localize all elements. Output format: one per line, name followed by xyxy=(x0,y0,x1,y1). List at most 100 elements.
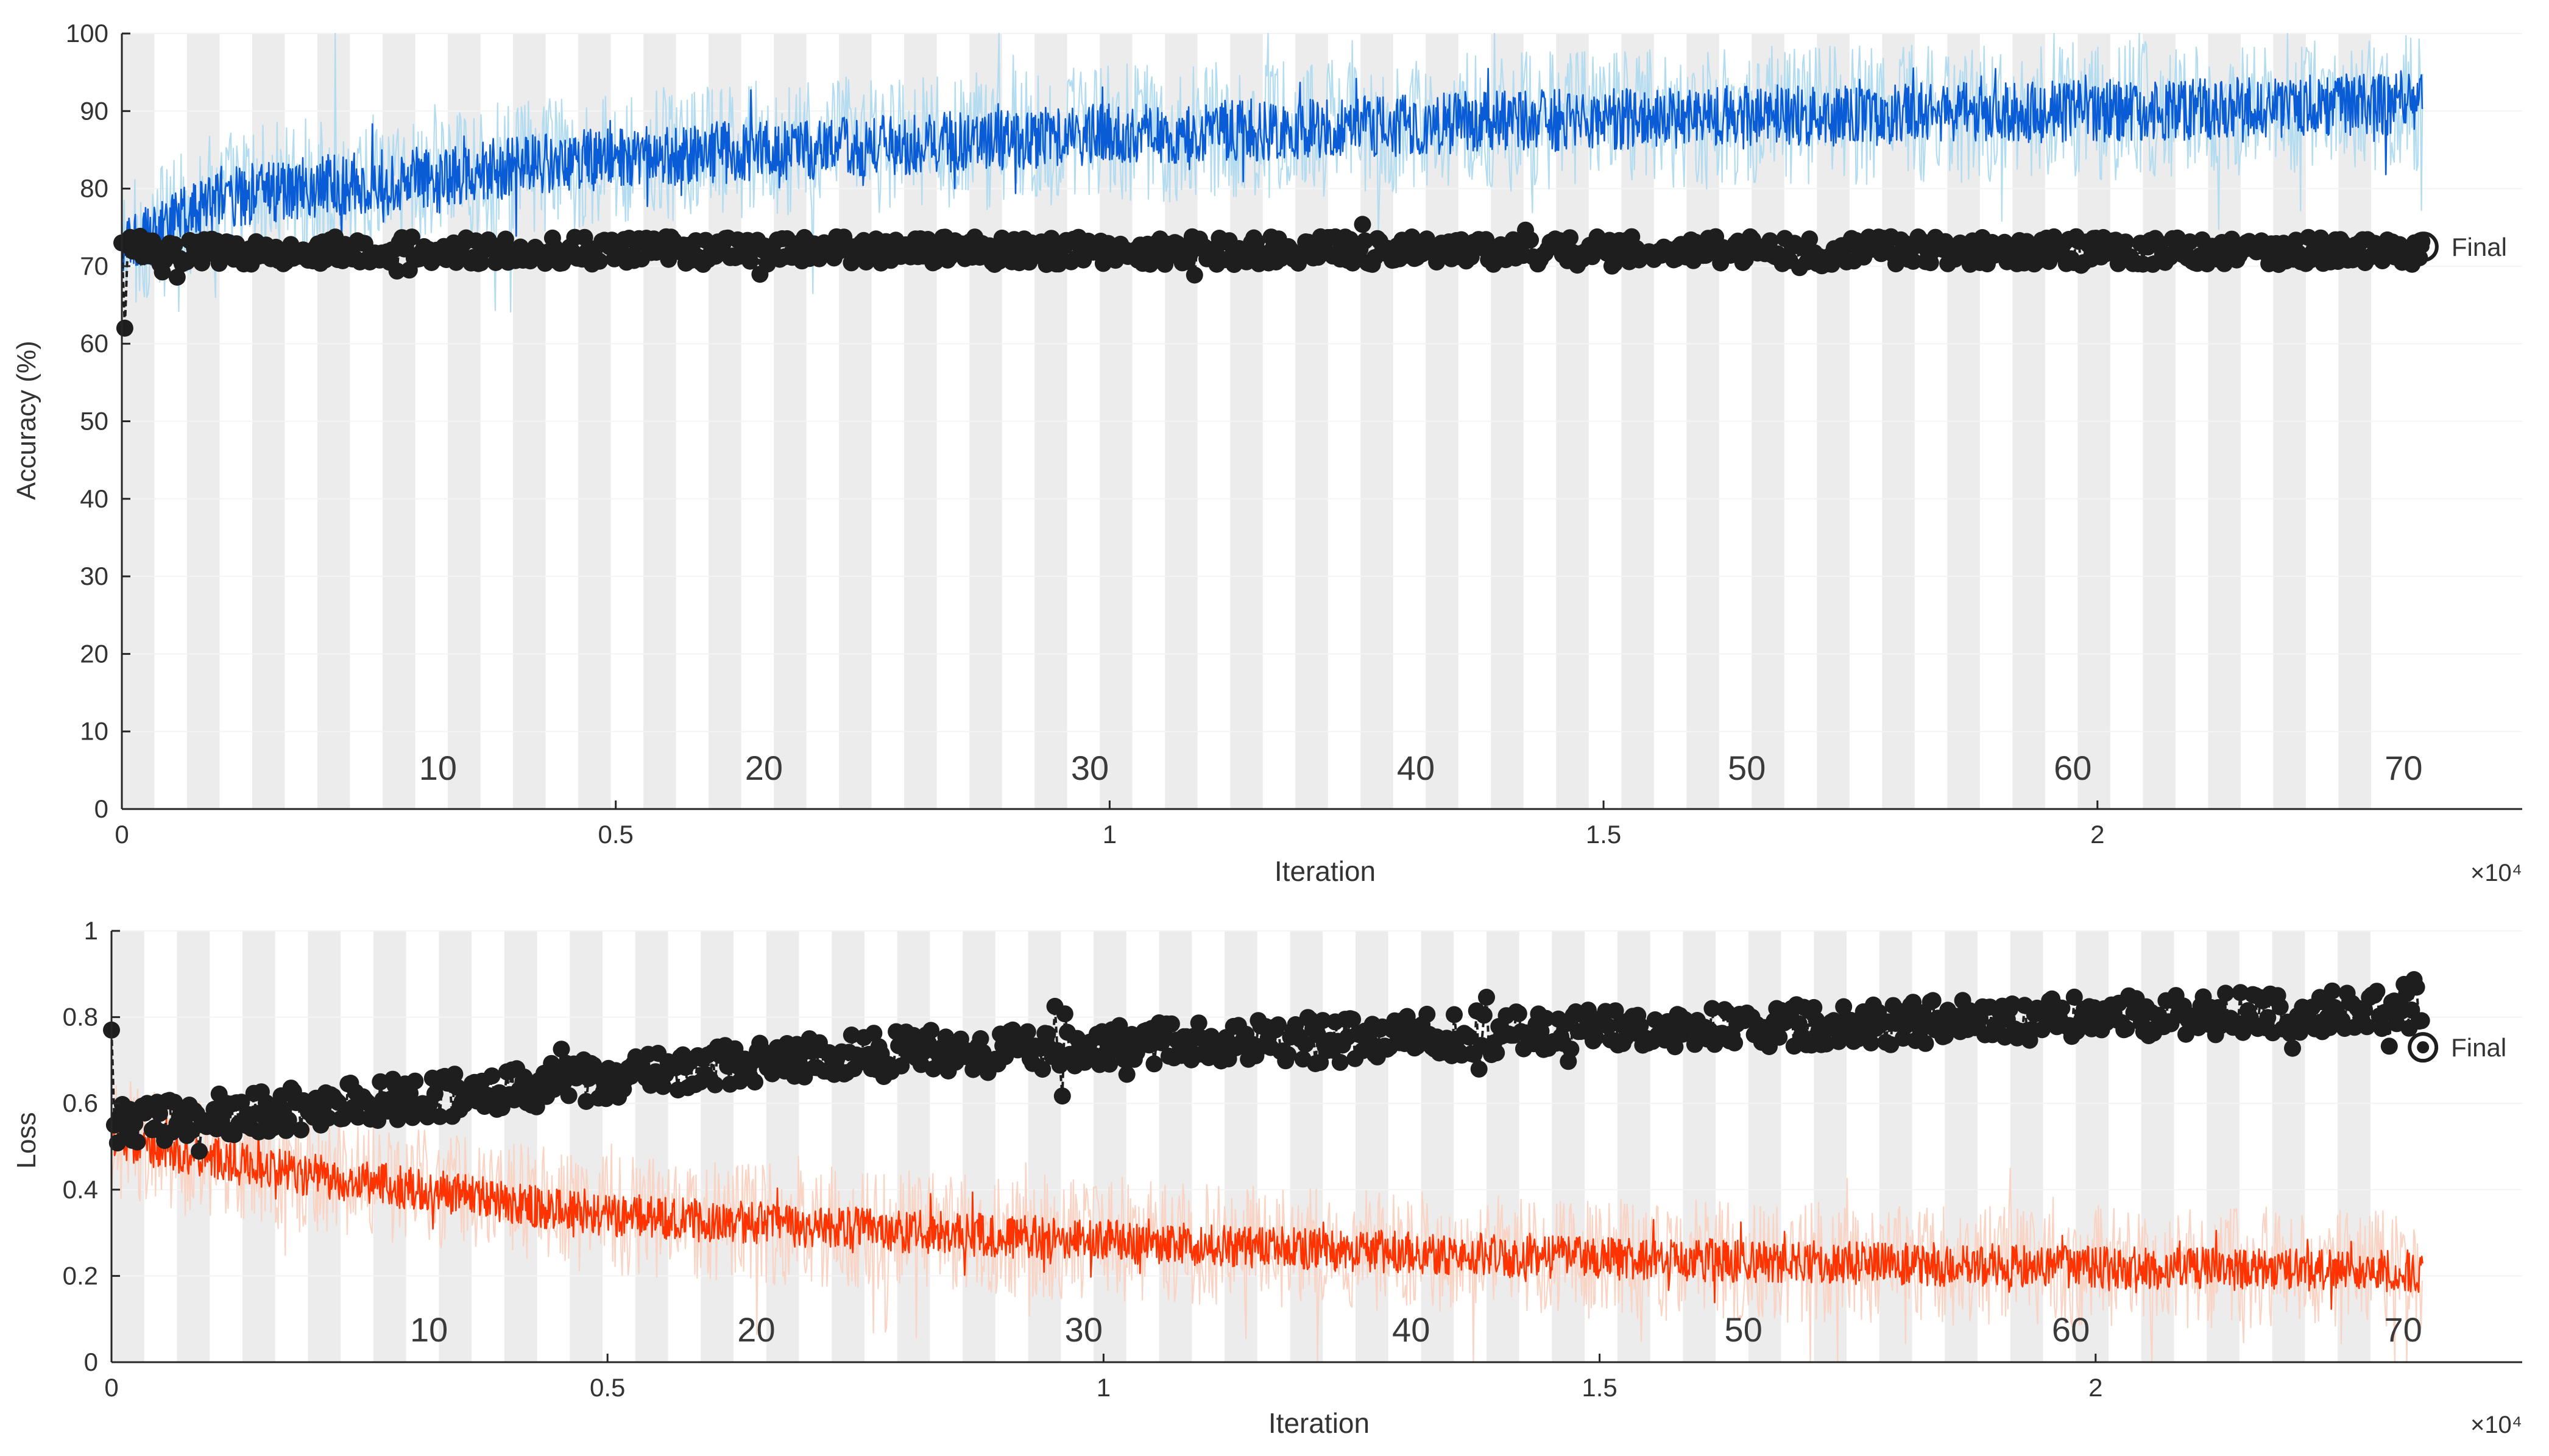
loss-validation-point xyxy=(937,1028,955,1046)
loss-y-tick-label: 1 xyxy=(84,916,98,945)
loss-validation-point xyxy=(2259,1009,2277,1027)
loss-final-dot xyxy=(2417,1041,2430,1054)
loss-validation-point xyxy=(2380,1037,2398,1055)
loss-final-label: Final xyxy=(2451,1033,2506,1062)
loss-validation-point xyxy=(446,1065,464,1083)
loss-validation-point xyxy=(1726,1034,1744,1051)
loss-validation-point xyxy=(1279,1046,1297,1064)
loss-validation-point xyxy=(1111,1017,1128,1034)
loss-validation-point xyxy=(1770,1028,1788,1046)
accuracy-validation-point xyxy=(1823,255,1840,273)
accuracy-y-tick-label: 60 xyxy=(80,329,108,358)
loss-epoch-band xyxy=(570,931,603,1362)
accuracy-x-exponent-label: ×10⁴ xyxy=(2470,860,2522,886)
loss-validation-points xyxy=(103,971,2430,1160)
loss-validation-point xyxy=(1924,992,1942,1009)
loss-x-exponent-label: ×10⁴ xyxy=(2470,1412,2522,1438)
accuracy-validation-point xyxy=(166,236,183,253)
accuracy-epoch-labels: 10 20 30 40 50 60 70 xyxy=(419,749,2423,787)
accuracy-validation-point xyxy=(1801,230,1819,248)
loss-epoch-label: 40 xyxy=(1392,1310,1430,1349)
accuracy-validation-point xyxy=(1904,252,1922,270)
accuracy-epoch-label: 70 xyxy=(2385,749,2422,787)
loss-validation-point xyxy=(1118,1065,1136,1083)
loss-epoch-band xyxy=(1683,931,1716,1362)
loss-epoch-band xyxy=(439,931,472,1362)
loss-validation-point xyxy=(319,1109,337,1127)
accuracy-final-ring xyxy=(2408,231,2439,263)
accuracy-validation-point xyxy=(388,262,406,280)
loss-y-axis-label: Loss xyxy=(12,1112,41,1169)
loss-validation-point xyxy=(2118,1020,2135,1037)
loss-validation-point xyxy=(2368,983,2386,1000)
loss-training-smoothed-line xyxy=(110,1117,2423,1310)
loss-epoch-labels: 10 20 30 40 50 60 70 xyxy=(410,1310,2422,1349)
accuracy-epoch-label: 50 xyxy=(1728,749,1766,787)
loss-validation-point xyxy=(1703,1000,1721,1017)
loss-validation-point xyxy=(1190,1014,1207,1032)
loss-validation-point xyxy=(2324,982,2341,1000)
loss-epoch-band xyxy=(701,931,734,1362)
accuracy-validation-point xyxy=(741,252,759,270)
loss-validation-point xyxy=(553,1041,570,1058)
loss-validation-point xyxy=(1587,1029,1605,1047)
loss-epoch-band xyxy=(1356,931,1388,1362)
accuracy-final-marker: Final xyxy=(2408,231,2507,263)
accuracy-x-tick-label: 1.5 xyxy=(1586,820,1621,849)
loss-epoch-band xyxy=(1094,931,1126,1362)
loss-validation-point xyxy=(233,1094,250,1111)
loss-validation-point xyxy=(1034,1061,1052,1078)
loss-epoch-band xyxy=(1028,931,1061,1362)
loss-y-tick-label: 0 xyxy=(84,1348,98,1376)
loss-epoch-band xyxy=(1879,931,1912,1362)
accuracy-y-tick-label: 0 xyxy=(94,794,108,823)
loss-epoch-label: 60 xyxy=(2052,1310,2090,1349)
loss-epoch-band xyxy=(1225,931,1257,1362)
loss-validation-point xyxy=(129,1133,146,1151)
loss-validation-point xyxy=(1296,1036,1314,1053)
accuracy-validation-point xyxy=(497,230,514,248)
loss-epoch-band xyxy=(897,931,930,1362)
accuracy-validation-point xyxy=(1354,216,1371,233)
loss-epoch-label: 10 xyxy=(410,1310,448,1349)
loss-x-tick-label: 1 xyxy=(1097,1373,1111,1402)
accuracy-validation-point xyxy=(1522,231,1540,249)
loss-validation-point xyxy=(1270,1016,1287,1034)
loss-validation-point xyxy=(292,1121,309,1139)
loss-validation-point xyxy=(2004,995,2021,1012)
loss-validation-point xyxy=(1145,1055,1163,1073)
loss-validation-point xyxy=(1666,1038,1684,1056)
loss-validation-point xyxy=(1475,1006,1493,1024)
loss-validation-point xyxy=(515,1069,533,1086)
loss-validation-point xyxy=(1470,1060,1488,1078)
loss-validation-point xyxy=(746,1073,763,1091)
accuracy-x-tick-label: 2 xyxy=(2090,820,2104,849)
accuracy-training-raw-line xyxy=(121,32,2423,313)
loss-validation-point xyxy=(1331,1053,1349,1071)
loss-x-axis-label: Iteration xyxy=(1268,1407,1370,1439)
loss-validation-point xyxy=(419,1108,436,1126)
loss-y-tick-label: 0.4 xyxy=(63,1175,98,1204)
loss-epoch-band xyxy=(635,931,668,1362)
accuracy-validation-point xyxy=(1761,232,1779,250)
loss-y-tick-label: 0.8 xyxy=(63,1003,98,1031)
loss-validation-point xyxy=(706,1076,724,1094)
accuracy-y-tick-label: 90 xyxy=(80,96,108,125)
loss-validation-point xyxy=(2413,1012,2430,1030)
accuracy-validation-point xyxy=(168,269,186,286)
loss-validation-point xyxy=(1446,1006,1463,1023)
accuracy-y-tick-label: 70 xyxy=(80,252,108,280)
loss-final-ring xyxy=(2408,1032,2439,1063)
accuracy-epoch-label: 10 xyxy=(419,749,457,787)
loss-validation-point xyxy=(1537,1009,1555,1027)
loss-y-tick-label: 0.6 xyxy=(63,1089,98,1117)
loss-validation-point xyxy=(1019,1023,1036,1041)
loss-validation-point xyxy=(1460,1028,1478,1046)
accuracy-final-label: Final xyxy=(2452,233,2507,261)
accuracy-x-axis-label: Iteration xyxy=(1274,855,1376,887)
loss-epoch-band xyxy=(1421,931,1454,1362)
loss-validation-point xyxy=(2373,1020,2391,1037)
loss-validation-point xyxy=(1162,1015,1180,1033)
loss-validation-point xyxy=(2209,999,2227,1016)
